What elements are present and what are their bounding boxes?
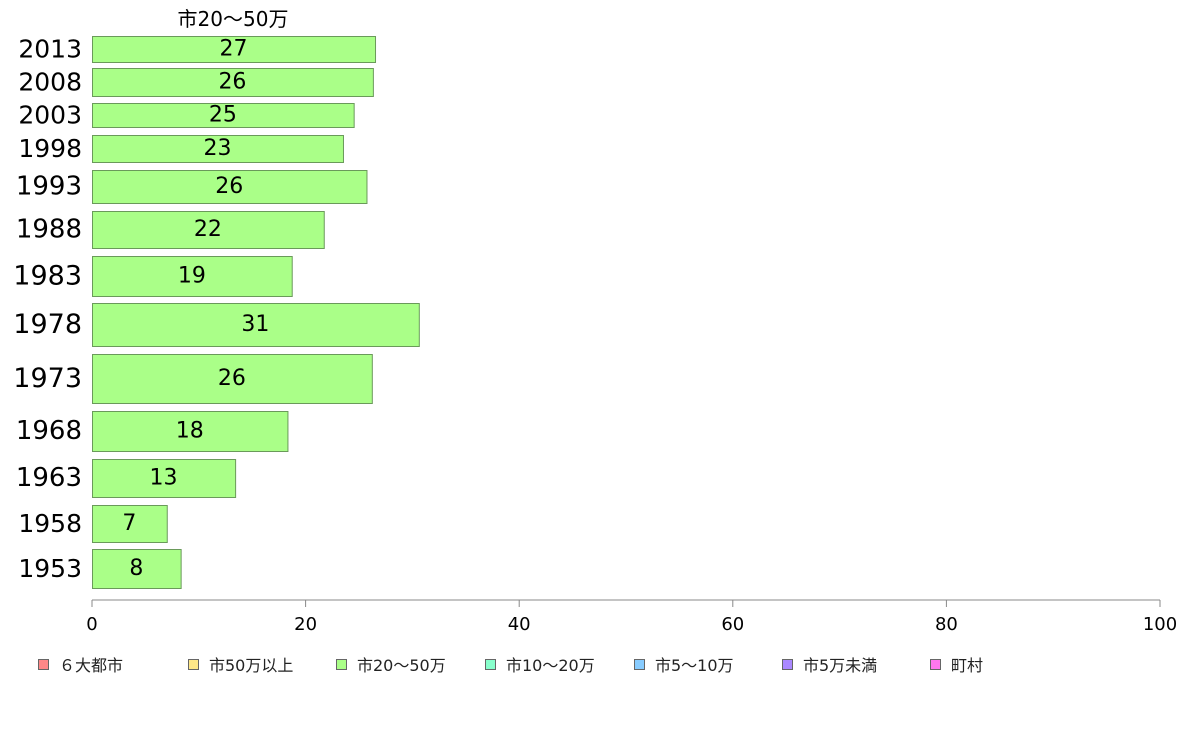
bar <box>92 170 368 204</box>
data-label: 26 <box>218 366 246 391</box>
legend-label: 市10〜20万 <box>506 656 595 675</box>
x-tick-label: 100 <box>1143 614 1177 635</box>
data-label: 18 <box>176 419 204 444</box>
data-label: 26 <box>215 174 243 199</box>
data-label: 13 <box>150 466 178 491</box>
legend-swatch <box>336 658 347 670</box>
bar <box>92 211 325 249</box>
x-tick-label: 0 <box>86 614 97 635</box>
y-tick-label: 1988 <box>16 215 82 245</box>
bar <box>92 411 289 452</box>
legend-label: 町村 <box>951 656 984 675</box>
legend-swatch <box>930 658 941 670</box>
data-label: 19 <box>178 264 206 289</box>
y-tick-label: 1978 <box>13 309 82 340</box>
bar <box>92 354 373 404</box>
data-label: 31 <box>241 312 269 337</box>
x-tick-label: 40 <box>508 614 531 635</box>
x-tick-label: 20 <box>294 614 317 635</box>
legend-swatch <box>634 658 645 670</box>
y-tick-label: 2013 <box>18 35 82 64</box>
legend-swatch <box>38 658 49 670</box>
bar <box>92 68 374 97</box>
bar <box>92 303 420 347</box>
data-label: 26 <box>218 70 246 95</box>
y-tick-label: 1993 <box>16 172 82 202</box>
chart-title: 市20〜50万 <box>178 7 289 31</box>
x-tick-label: 80 <box>935 614 958 635</box>
y-tick-label: 1953 <box>18 554 82 583</box>
data-label: 25 <box>209 103 237 128</box>
y-tick-label: 1963 <box>16 463 82 493</box>
legend-swatch <box>485 658 496 670</box>
bar <box>92 256 293 297</box>
data-label: 7 <box>122 511 136 536</box>
bar <box>92 103 355 128</box>
y-tick-label: 1973 <box>13 363 82 394</box>
legend-item: 町村 <box>930 654 984 675</box>
y-tick-label: 1958 <box>18 509 82 538</box>
x-axis: 0 20 40 60 80 100 <box>86 599 1177 635</box>
bar <box>92 505 168 543</box>
y-tick-label: 1998 <box>18 134 82 163</box>
bar <box>92 135 344 163</box>
legend-item: 市5〜10万 <box>634 654 734 675</box>
y-tick-label: 1983 <box>13 261 82 292</box>
legend-item: 市20〜50万 <box>336 654 446 675</box>
bar <box>92 36 377 63</box>
y-tick-label: 2003 <box>18 101 82 130</box>
x-tick-label: 60 <box>721 614 744 635</box>
legend-label: 市5〜10万 <box>655 656 734 675</box>
legend-item: ６大都市 <box>38 654 124 675</box>
legend-label: ６大都市 <box>59 656 124 675</box>
legend-label: 市5万未満 <box>803 656 878 675</box>
data-label: 27 <box>220 37 248 62</box>
bar <box>92 459 237 498</box>
legend-label: 市20〜50万 <box>357 656 446 675</box>
legend-item: 市50万以上 <box>188 654 294 675</box>
data-label: 23 <box>203 136 231 161</box>
legend: ６大都市 市50万以上 市20〜50万 市10〜20万 市5〜10万 市5万未満 町村 <box>38 654 1138 675</box>
y-tick-label: 2008 <box>18 68 82 97</box>
legend-item: 市10〜20万 <box>485 654 595 675</box>
data-label: 22 <box>194 217 222 242</box>
data-label: 8 <box>129 556 143 581</box>
y-tick-label: 1968 <box>16 416 82 446</box>
legend-item: 市5万未満 <box>782 654 878 675</box>
legend-swatch <box>782 658 793 670</box>
legend-label: 市50万以上 <box>209 656 294 675</box>
bar <box>92 549 182 589</box>
legend-swatch <box>188 658 199 670</box>
